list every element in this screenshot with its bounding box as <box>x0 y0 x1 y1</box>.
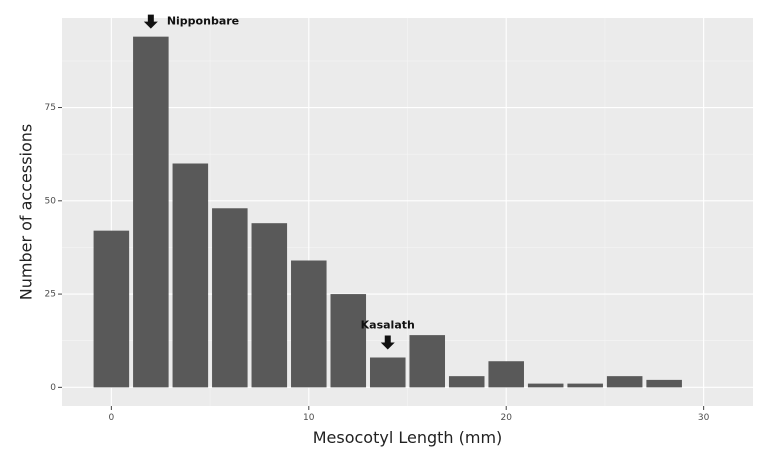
x-tick-label: 10 <box>303 413 315 423</box>
bar <box>172 163 209 388</box>
x-tick-label: 30 <box>698 413 710 423</box>
bar <box>488 361 524 388</box>
bar <box>606 376 643 388</box>
bar <box>291 260 327 388</box>
bar <box>646 379 682 388</box>
annotation-arrow-icon <box>143 14 158 29</box>
bar <box>567 383 603 388</box>
bar <box>251 223 288 388</box>
annotations: Nipponbare Kasalath <box>143 14 415 350</box>
y-tick-label: 75 <box>45 103 56 113</box>
y-tick-label: 50 <box>45 196 57 206</box>
bars <box>93 36 682 388</box>
bar <box>93 230 130 388</box>
x-tick-label: 20 <box>500 413 512 423</box>
bar <box>133 36 169 388</box>
bar <box>369 357 406 388</box>
bar <box>448 376 485 388</box>
bar <box>212 208 248 388</box>
bar <box>330 294 367 388</box>
annotation-label: Nipponbare <box>167 15 239 28</box>
x-axis: 0 10 20 30 <box>108 406 710 423</box>
bar <box>409 335 446 388</box>
y-axis: 0 25 50 75 <box>45 103 62 393</box>
y-axis-title: Number of accessions <box>17 124 36 301</box>
x-axis-title: Mesocotyl Length (mm) <box>313 428 503 447</box>
annotation-label: Kasalath <box>361 319 415 332</box>
y-tick-label: 0 <box>50 383 56 393</box>
y-tick-label: 25 <box>45 290 56 300</box>
annotation-arrow-icon <box>380 335 395 350</box>
bar <box>527 383 564 388</box>
x-tick-label: 0 <box>108 413 114 423</box>
